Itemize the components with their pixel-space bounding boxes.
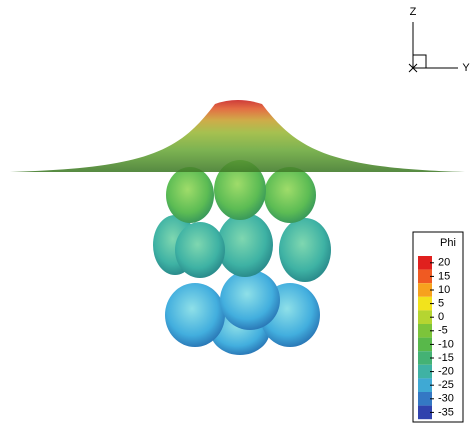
legend-label: 20 xyxy=(438,257,450,269)
legend-label: -30 xyxy=(438,393,454,405)
legend-label: 5 xyxy=(438,298,444,310)
axis-triad xyxy=(409,22,458,72)
legend-swatch xyxy=(418,351,432,365)
droplet-cluster xyxy=(153,160,331,355)
legend-swatch xyxy=(418,256,432,270)
legend-swatch xyxy=(418,378,432,392)
legend-label: 10 xyxy=(438,284,450,296)
legend-title: Phi xyxy=(440,237,456,249)
legend-swatch xyxy=(418,310,432,324)
legend-swatch xyxy=(418,406,432,420)
legend-swatch xyxy=(418,283,432,297)
visualization: Z Y Phi 2015 10 50 -5-10 -15 -20-25 -30-35 xyxy=(0,0,470,430)
legend-label: -15 xyxy=(438,352,454,364)
legend-swatch xyxy=(418,338,432,352)
legend-label: -10 xyxy=(438,338,454,350)
legend-swatch xyxy=(418,365,432,379)
legend-label: -20 xyxy=(438,366,454,378)
legend-label: 15 xyxy=(438,270,450,282)
legend-label: 0 xyxy=(438,311,444,323)
legend-label: -5 xyxy=(438,325,448,337)
legend-swatch xyxy=(418,392,432,406)
legend-label: -35 xyxy=(438,406,454,418)
legend-swatch xyxy=(418,297,432,311)
axis-label: Y xyxy=(462,62,470,74)
legend-swatch xyxy=(418,324,432,338)
surface xyxy=(10,100,465,172)
legend-swatch xyxy=(418,270,432,284)
legend-label: -25 xyxy=(438,379,454,391)
axis-label: Z xyxy=(410,6,417,18)
